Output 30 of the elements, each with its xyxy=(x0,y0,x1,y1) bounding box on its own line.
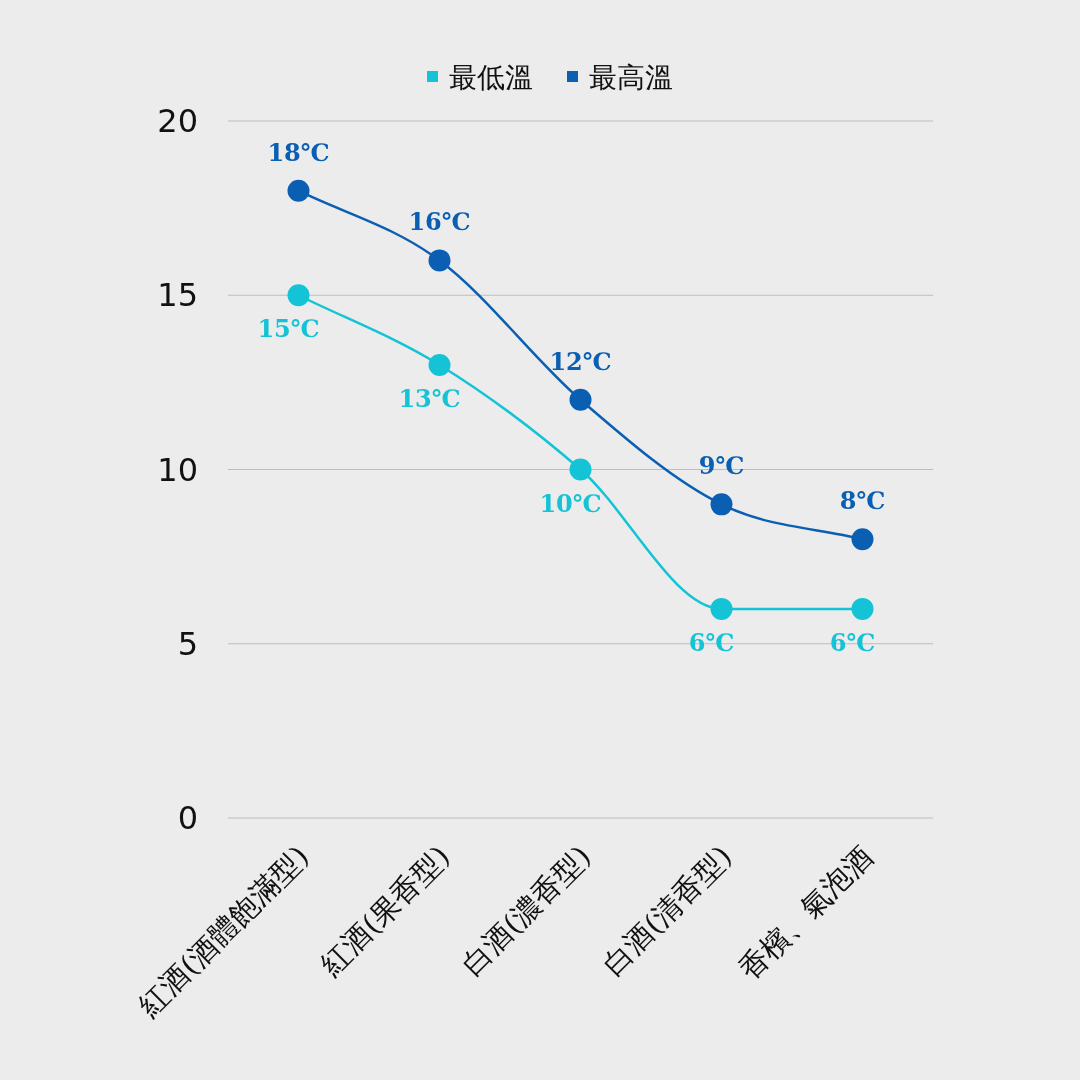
point xyxy=(569,388,592,411)
point xyxy=(710,493,733,516)
y-tick-label: 10 xyxy=(157,450,198,489)
data-label: 18℃ xyxy=(267,137,330,167)
y-tick-label: 0 xyxy=(177,799,198,837)
data-label: 10℃ xyxy=(539,488,602,518)
data-label: 13℃ xyxy=(398,383,461,413)
point xyxy=(287,179,310,202)
point xyxy=(428,353,451,376)
data-label: 9℃ xyxy=(698,451,745,481)
data-label: 8℃ xyxy=(839,486,886,516)
point xyxy=(851,528,874,551)
data-label: 16℃ xyxy=(408,207,471,237)
x-tick-label: 紅酒(果香型) xyxy=(313,838,457,982)
data-label: 12℃ xyxy=(549,346,612,376)
point xyxy=(287,284,310,307)
legend-label: 最低溫 xyxy=(449,60,533,94)
data-label: 15℃ xyxy=(257,314,320,344)
y-tick-label: 20 xyxy=(157,102,198,140)
point xyxy=(710,597,733,620)
legend-label: 最高溫 xyxy=(589,60,673,94)
y-tick-label: 5 xyxy=(177,624,198,663)
point xyxy=(569,458,592,481)
x-tick-label: 紅酒(酒體飽滿型) xyxy=(131,838,316,1023)
point xyxy=(428,249,451,272)
data-label: 6℃ xyxy=(829,627,876,657)
data-label: 6℃ xyxy=(688,627,735,657)
point xyxy=(851,597,874,620)
y-tick-label: 15 xyxy=(157,276,198,315)
x-tick-label: 白酒(濃香型) xyxy=(454,838,598,982)
